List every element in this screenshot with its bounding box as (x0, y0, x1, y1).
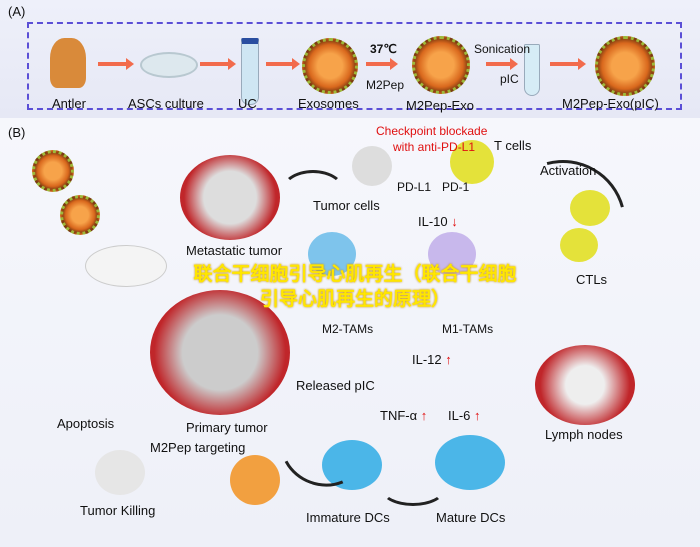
sonication-label: Sonication (474, 42, 531, 56)
m2pep-exo-icon (412, 36, 470, 94)
m2-tams-label: M2-TAMs (322, 322, 374, 336)
t-cells-label: T cells (494, 138, 532, 153)
exosome-icon (302, 38, 358, 94)
il12-label: IL-12 ↑ (412, 352, 452, 367)
nanoparticle-icon (60, 195, 100, 235)
tumor-cell-icon (352, 146, 392, 186)
lymph-nodes-label: Lymph nodes (545, 427, 623, 442)
step-label: UC (238, 96, 257, 111)
mature-dc-icon (435, 435, 505, 490)
temperature-label: 37℃ (370, 42, 397, 56)
overlay-caption: 联合干细胞引导心肌再生（联合干细胞引导心肌再生的原理） (193, 264, 517, 310)
step-label: Antler (52, 96, 86, 111)
il6-label: IL-6 ↑ (448, 408, 481, 423)
curved-arrow (380, 470, 446, 506)
t-cell-icon (450, 140, 494, 184)
released-pic-label: Released pIC (296, 378, 375, 393)
mature-dcs-label: Mature DCs (436, 510, 506, 525)
deer-icon (50, 38, 86, 88)
m2pep-exo-pic-icon (595, 36, 655, 96)
pdl1-label: PD-L1 (397, 180, 432, 194)
arrow (98, 58, 134, 70)
petri-dish-icon (140, 52, 198, 78)
dead-tumor-icon (95, 450, 145, 495)
m1-tams-label: M1-TAMs (442, 322, 494, 336)
metastatic-tumor-label: Metastatic tumor (186, 243, 283, 258)
metastatic-tumor-icon (180, 155, 280, 240)
mouse-icon (85, 245, 167, 287)
tumor-cells-label: Tumor cells (313, 198, 380, 213)
nanoparticle-icon (32, 150, 74, 192)
targeting-nanoparticle-icon (230, 455, 280, 505)
m1-tam-icon (428, 232, 476, 276)
tumor-killing-label: Tumor Killing (80, 503, 156, 518)
eppendorf-tube-icon (524, 44, 540, 96)
m2pep-targeting-label: M2Pep targeting (150, 440, 246, 455)
arrow (550, 58, 586, 70)
step-label: M2Pep-Exo(pIC) (562, 96, 659, 111)
tube-icon (241, 38, 259, 105)
arrow (486, 58, 518, 70)
arrow (200, 58, 236, 70)
panel-a-dashed-box (27, 22, 682, 110)
primary-tumor-label: Primary tumor (186, 420, 268, 435)
activation-label: Activation (540, 163, 597, 178)
tnf-label: TNF-α ↑ (380, 408, 428, 423)
step-label: ASCs culture (128, 96, 204, 111)
ctl-icon (560, 228, 598, 262)
arrow (366, 58, 398, 70)
lymph-node-icon (535, 345, 635, 425)
panel-b-label: (B) (8, 125, 26, 140)
ctls-label: CTLs (576, 272, 608, 287)
m2-tam-icon (308, 232, 356, 276)
primary-tumor-icon (150, 290, 290, 415)
pic-label: pIC (500, 72, 519, 86)
pd1-label: PD-1 (442, 180, 470, 194)
ctl-icon (570, 190, 610, 226)
panel-a-label: (A) (8, 4, 26, 19)
step-label: Exosomes (298, 96, 359, 111)
curved-arrow (280, 170, 346, 216)
apoptosis-label: Apoptosis (57, 416, 115, 431)
m2pep-label: M2Pep (366, 78, 405, 92)
checkpoint-label-2: with anti-PD-L1 (393, 140, 476, 154)
il10-label: IL-10 ↓ (418, 214, 458, 229)
arrow (266, 58, 300, 70)
step-label: M2Pep-Exo (406, 98, 474, 113)
immature-dcs-label: Immature DCs (306, 510, 390, 525)
immature-dc-icon (322, 440, 382, 490)
checkpoint-label: Checkpoint blockade (376, 124, 488, 138)
